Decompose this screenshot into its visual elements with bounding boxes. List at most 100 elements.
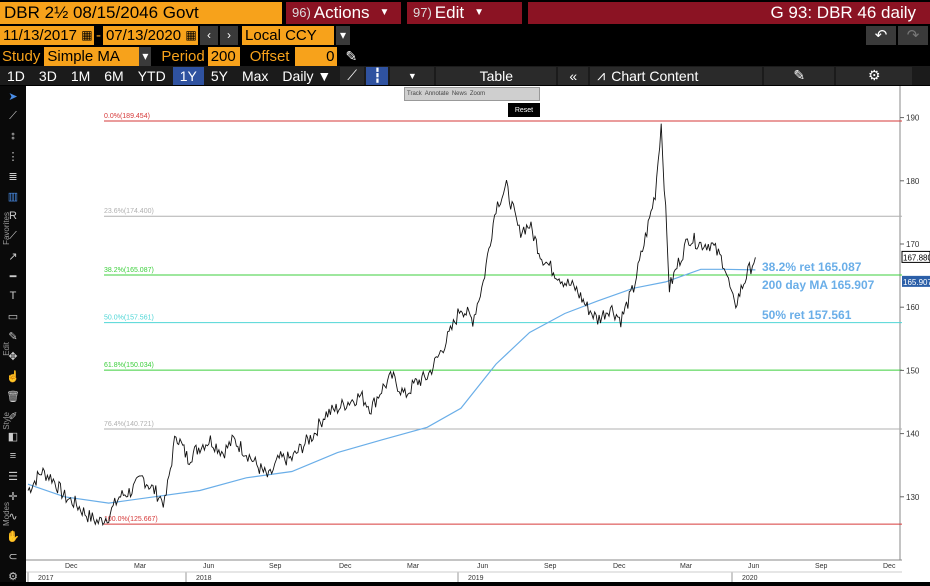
fib-retracement-icon[interactable]: ▥ — [7, 190, 19, 203]
annotate-mode[interactable]: Annotate — [424, 91, 449, 97]
price-chart[interactable]: 0.0%(189.454) 23.6%(174.400) 38.2%(165.087… — [26, 86, 930, 582]
curve-icon[interactable]: ∿ — [8, 510, 18, 523]
brush-icon[interactable]: ✐ — [8, 410, 18, 423]
edit-key: 97) — [413, 5, 432, 20]
range-toolbar: 1D 3D 1M 6M YTD 1Y 5Y Max Daily ▼ ⟋ ┇ ▼ … — [0, 66, 930, 85]
shape-tool-icon[interactable]: ▭ — [7, 310, 19, 323]
reset-button[interactable]: Reset — [508, 103, 540, 117]
pencil-icon[interactable]: ✎ — [345, 47, 358, 64]
text-tool-icon[interactable]: T — [9, 290, 17, 302]
y-tick-label-190: 190 — [906, 114, 920, 123]
chart-icon: ⩘ — [597, 67, 606, 83]
x-month-label-6: Jun — [477, 563, 488, 570]
line-tool-icon[interactable]: ⟋ — [9, 109, 17, 122]
security-field[interactable]: DBR 2½ 08/15/2046 Govt — [0, 1, 282, 24]
undo-icon[interactable]: ↶ — [866, 25, 896, 45]
x-axis-area — [26, 560, 930, 582]
date-bar: 11/13/2017 ▦ - 07/13/2020 ▦ ‹ › Local CC… — [0, 24, 930, 46]
prev-arrow-icon[interactable]: ‹ — [200, 25, 219, 45]
calendar-icon[interactable]: ▦ — [79, 25, 94, 45]
fib-level-label-3: 50.0%(157.561) — [104, 315, 154, 322]
collapse-icon[interactable]: « — [558, 66, 589, 85]
edit-menu[interactable]: 97) Edit ▼ — [407, 1, 522, 24]
arrow-tool-icon[interactable]: ↗ — [8, 250, 18, 263]
range-5y[interactable]: 5Y — [210, 67, 228, 84]
range-6m[interactable]: 6M — [104, 67, 124, 84]
pencil-tool-icon[interactable]: ✎ — [8, 330, 18, 343]
ma-series-line — [27, 268, 756, 504]
chart-mode-tooltip: Track Annotate News Zoom — [404, 87, 540, 101]
ratio-tool-icon[interactable]: R — [9, 210, 17, 222]
style-icon[interactable]: ≡ — [9, 450, 17, 462]
study-select[interactable]: Simple MA — [44, 46, 140, 66]
chart-content-label: Chart Content — [611, 67, 699, 84]
caret-down-icon[interactable]: ▾ — [336, 25, 351, 45]
chart-content-button[interactable]: ⩘ Chart Content — [590, 66, 763, 85]
gear-icon[interactable]: ⚙ — [836, 66, 913, 85]
caret-down-icon: ▼ — [379, 7, 390, 18]
track-mode[interactable]: Track — [407, 91, 422, 97]
x-month-label-9: Mar — [680, 563, 693, 570]
pointer-icon[interactable]: ☝ — [6, 370, 20, 383]
range-ytd[interactable]: YTD — [137, 67, 166, 84]
settings-icon[interactable]: ⚙ — [8, 570, 18, 583]
line-chart-icon[interactable]: ⟋ — [340, 66, 365, 85]
y-tick-label-130: 130 — [906, 493, 920, 502]
caret-down-icon[interactable]: ▾ — [139, 46, 152, 66]
price-series-line — [27, 123, 756, 527]
magnet-icon[interactable]: ⊂ — [8, 550, 18, 563]
fib-level-label-6: 100.0%(125.667) — [104, 516, 158, 523]
y-tick-label-180: 180 — [906, 177, 920, 186]
end-date-field[interactable]: 07/13/2020 — [102, 25, 185, 45]
cursor-icon[interactable]: ➤ — [8, 90, 18, 103]
caret-down-icon[interactable]: ▼ — [390, 66, 435, 85]
calendar-icon[interactable]: ▦ — [184, 25, 199, 45]
news-mode[interactable]: News — [451, 91, 467, 97]
currency-select[interactable]: Local CCY — [242, 25, 335, 45]
frequency-select[interactable]: Daily ▼ — [282, 67, 332, 84]
x-year-label-2: 2019 — [468, 575, 484, 582]
period-label: Period — [161, 47, 205, 65]
crosshair-icon[interactable]: ✛ — [8, 490, 18, 503]
color-icon[interactable]: ◧ — [7, 430, 19, 443]
width-icon[interactable]: ☰ — [8, 470, 18, 483]
y-tick-label-160: 160 — [906, 303, 920, 312]
fib-tool-icon[interactable]: ⦂ — [11, 129, 15, 142]
modes-label: Modes — [2, 502, 11, 527]
period-input[interactable]: 200 — [207, 46, 240, 66]
offset-input[interactable]: 0 — [295, 46, 338, 66]
table-button[interactable]: Table — [436, 66, 557, 85]
x-month-label-5: Mar — [407, 563, 420, 570]
range-1y[interactable]: 1Y — [172, 66, 204, 85]
levels-tool-icon[interactable]: ≣ — [8, 170, 18, 183]
next-arrow-icon[interactable]: › — [220, 25, 239, 45]
graph-name: G 93: DBR 46 daily — [528, 1, 930, 24]
edit-chart-icon[interactable]: ✎ — [764, 66, 835, 85]
channel-tool-icon[interactable]: ⋮ — [7, 150, 19, 163]
x-month-label-0: Dec — [65, 563, 78, 570]
start-date-field[interactable]: 11/13/2017 — [0, 25, 80, 45]
study-label: Study — [2, 47, 41, 65]
range-1m[interactable]: 1M — [70, 67, 91, 84]
style-label: Style — [2, 412, 11, 430]
range-max[interactable]: Max — [241, 67, 269, 84]
move-icon[interactable]: ✥ — [8, 350, 18, 363]
last-price-label: 167.880 — [903, 253, 930, 262]
zoom-mode[interactable]: Zoom — [469, 91, 486, 97]
x-year-label-0: 2017 — [38, 575, 54, 582]
y-axis-area — [902, 86, 930, 560]
y-tick-label-170: 170 — [906, 240, 920, 249]
range-3d[interactable]: 3D — [38, 67, 57, 84]
trash-icon[interactable]: 🗑 — [6, 390, 20, 403]
hand-icon[interactable]: ✋ — [6, 530, 20, 543]
redo-icon[interactable]: ↷ — [898, 25, 928, 45]
trend-tool-icon[interactable]: ⟋ — [9, 229, 17, 242]
range-1d[interactable]: 1D — [7, 67, 25, 84]
last-price-tag — [901, 250, 930, 263]
hline-tool-icon[interactable]: ━ — [9, 270, 17, 283]
caret-down-icon: ▼ — [474, 7, 484, 18]
actions-menu[interactable]: 96) Actions ▼ — [286, 1, 401, 24]
fib-level-label-1: 23.6%(174.400) — [104, 208, 154, 215]
y-tick-label-140: 140 — [906, 430, 920, 439]
bar-chart-icon[interactable]: ┇ — [366, 66, 389, 85]
